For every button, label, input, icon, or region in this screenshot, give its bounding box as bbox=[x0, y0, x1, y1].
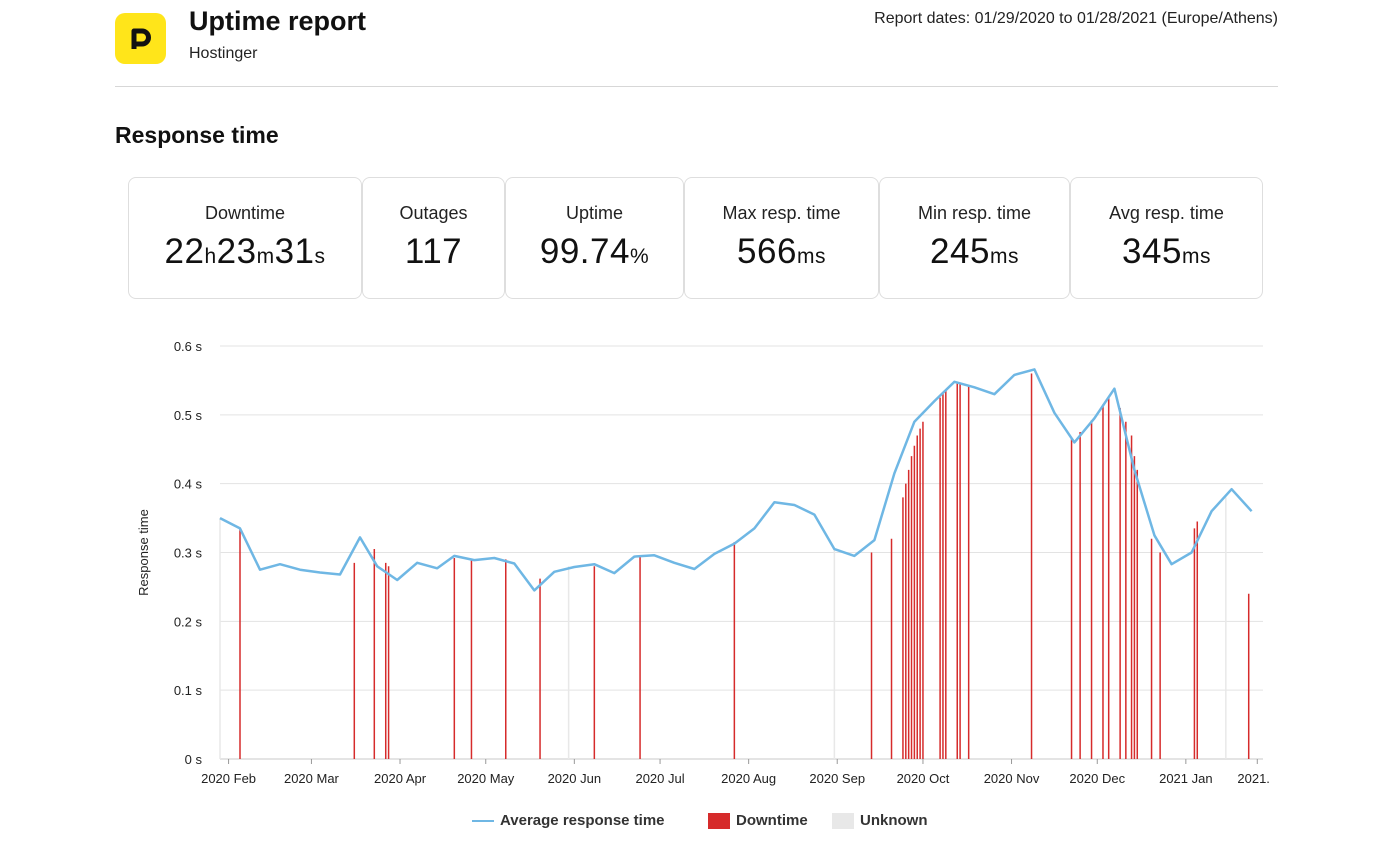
stat-value: 345ms bbox=[1122, 232, 1211, 271]
x-tick-label: 2020 Oct bbox=[897, 771, 950, 786]
stat-avg-resp: Avg resp. time 345ms bbox=[1070, 177, 1263, 299]
y-tick-label: 0.1 s bbox=[174, 683, 203, 698]
x-tick-label: 2020 Dec bbox=[1069, 771, 1125, 786]
stat-label: Outages bbox=[399, 203, 468, 223]
stat-label: Uptime bbox=[565, 203, 623, 223]
legend-unknown-swatch bbox=[832, 813, 854, 830]
y-tick-label: 0.2 s bbox=[174, 614, 203, 629]
stat-value: 566ms bbox=[737, 232, 826, 271]
x-tick-label: 2020 Mar bbox=[284, 771, 340, 786]
x-tick-label: 2020 Sep bbox=[809, 771, 865, 786]
response-time-chart: 0 s 0.1 s 0.2 s 0.3 s 0.4 s 0.5 s 0.6 s Respons… bbox=[136, 339, 1270, 786]
x-tick-label: 2020 Jun bbox=[548, 771, 602, 786]
x-tick-label: 2021 Jan bbox=[1159, 771, 1213, 786]
stat-label: Downtime bbox=[204, 203, 286, 223]
y-tick-label: 0.6 s bbox=[174, 339, 203, 354]
legend-item-downtime[interactable]: Downtime bbox=[708, 812, 808, 830]
stat-uptime: Uptime 99.74% bbox=[505, 177, 684, 299]
legend-item-unknown[interactable]: Unknown bbox=[832, 812, 928, 830]
stat-downtime: Downtime 22h23m31s bbox=[128, 177, 362, 299]
y-tick-label: 0.4 s bbox=[174, 477, 203, 492]
x-tick-label: 2020 Nov bbox=[984, 771, 1040, 786]
report-dates: Report dates: 01/29/2020 to 01/28/2021 (… bbox=[874, 10, 1278, 27]
stat-outages: Outages 117 bbox=[362, 177, 505, 299]
hostinger-logo-icon bbox=[131, 28, 151, 49]
stat-label: Avg resp. time bbox=[1109, 203, 1224, 223]
legend-downtime-swatch bbox=[708, 813, 730, 830]
stat-value: 117 bbox=[404, 232, 463, 271]
y-tick-label: 0.3 s bbox=[174, 546, 203, 561]
site-name: Hostinger bbox=[189, 45, 258, 62]
y-axis-label: Response time bbox=[136, 509, 151, 596]
y-tick-label: 0 s bbox=[185, 752, 203, 767]
page-title: Uptime report bbox=[189, 6, 367, 36]
legend-line-swatch bbox=[472, 820, 494, 823]
stat-value: 245ms bbox=[930, 232, 1019, 271]
stat-label: Min resp. time bbox=[917, 203, 1032, 223]
x-tick-label: 2021... bbox=[1237, 771, 1270, 786]
stat-max-resp: Max resp. time 566ms bbox=[684, 177, 879, 299]
response-time-line bbox=[219, 368, 1253, 592]
header-divider bbox=[115, 86, 1278, 87]
section-title: Response time bbox=[115, 122, 279, 148]
x-tick-label: 2020 Aug bbox=[721, 771, 776, 786]
x-tick-label: 2020 May bbox=[457, 771, 515, 786]
stat-value: 22h23m31s bbox=[164, 232, 326, 271]
logo bbox=[115, 13, 166, 64]
stat-label: Max resp. time bbox=[722, 203, 841, 223]
x-tick-label: 2020 Apr bbox=[374, 771, 427, 786]
x-tick-label: 2020 Jul bbox=[635, 771, 684, 786]
stat-min-resp: Min resp. time 245ms bbox=[879, 177, 1070, 299]
x-tick-label: 2020 Feb bbox=[201, 771, 256, 786]
stat-value: 99.74% bbox=[539, 232, 650, 271]
legend-item-average[interactable]: Average response time bbox=[472, 812, 665, 829]
y-tick-label: 0.5 s bbox=[174, 408, 203, 423]
